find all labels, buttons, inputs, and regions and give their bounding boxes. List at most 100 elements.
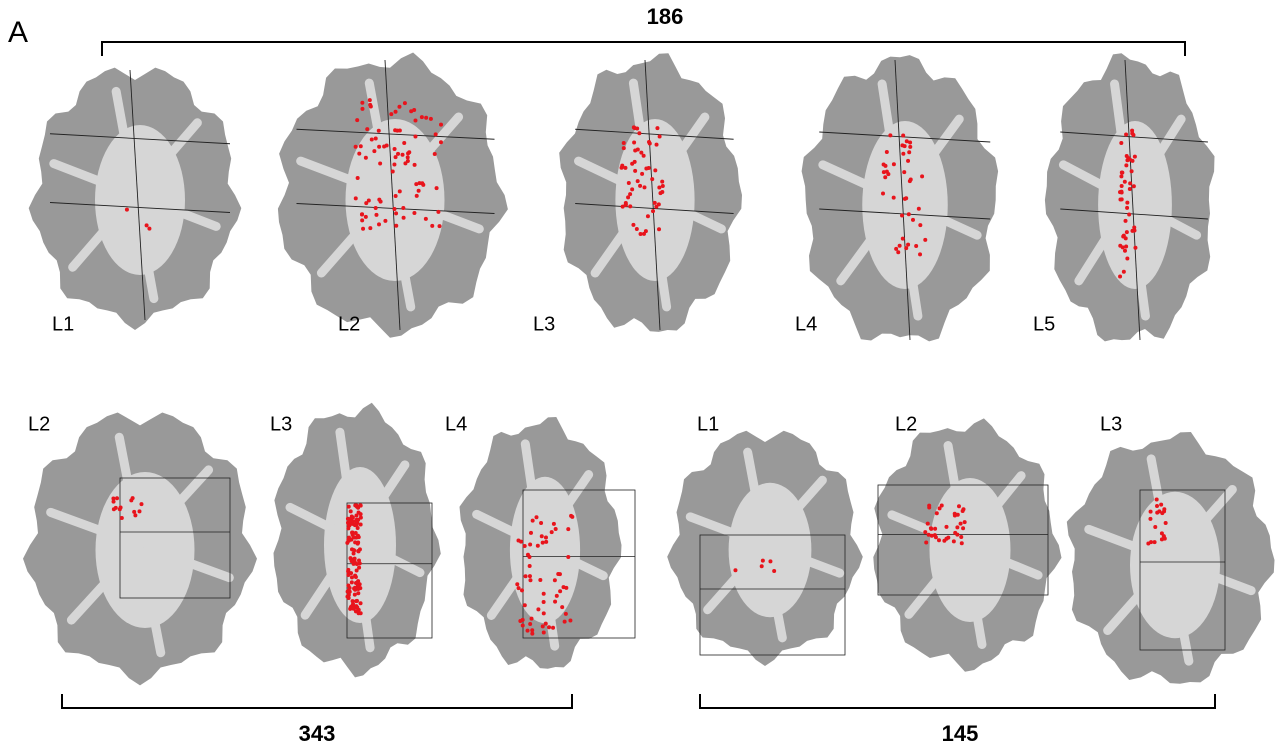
- site-dot: [359, 601, 363, 605]
- site-dot: [923, 238, 927, 242]
- site-dot: [429, 117, 433, 121]
- site-dot: [1164, 521, 1168, 525]
- site-dot: [906, 243, 910, 247]
- site-dot: [360, 101, 364, 105]
- site-dot: [361, 227, 365, 231]
- site-dot: [374, 136, 378, 140]
- slice-label: L2: [895, 413, 917, 435]
- site-dot: [553, 600, 557, 604]
- site-dot: [382, 144, 386, 148]
- site-dot: [355, 605, 359, 609]
- site-dot: [139, 502, 143, 506]
- site-dot: [1125, 206, 1129, 210]
- site-dot: [1153, 540, 1157, 544]
- site-dot: [528, 574, 532, 578]
- site-dot: [642, 154, 646, 158]
- slice-label: L4: [795, 313, 817, 335]
- site-dot: [523, 544, 527, 548]
- site-dot: [434, 132, 438, 136]
- site-dot: [352, 607, 356, 611]
- site-dot: [568, 618, 572, 622]
- site-dot: [357, 511, 361, 515]
- site-dot: [523, 603, 527, 607]
- site-dot: [377, 198, 381, 202]
- site-dot: [957, 504, 961, 508]
- site-dot: [393, 147, 397, 151]
- site-dot: [360, 213, 364, 217]
- site-dot: [927, 506, 931, 510]
- site-dot: [368, 226, 372, 230]
- site-dot: [1130, 169, 1134, 173]
- site-dot: [1153, 525, 1157, 529]
- site-dot: [1162, 509, 1166, 513]
- site-dot: [566, 555, 570, 559]
- page: {"panel_label": "A", "groups": [ {"count…: [0, 0, 1277, 749]
- site-dot: [934, 535, 938, 539]
- site-dot: [374, 213, 378, 217]
- site-dot: [125, 208, 129, 212]
- site-dot: [627, 181, 631, 185]
- site-dot: [637, 131, 641, 135]
- site-dot: [886, 172, 890, 176]
- site-dot: [401, 206, 405, 210]
- site-dot: [1125, 257, 1129, 261]
- site-dot: [402, 141, 406, 145]
- site-dot: [383, 219, 387, 223]
- site-dot: [911, 218, 915, 222]
- site-dot: [519, 540, 523, 544]
- site-dot: [892, 162, 896, 166]
- site-dot: [521, 618, 525, 622]
- site-dot: [544, 540, 548, 544]
- site-dot: [935, 511, 939, 515]
- site-dot: [359, 611, 363, 615]
- site-dot: [920, 174, 924, 178]
- site-dot: [436, 210, 440, 214]
- site-dot: [536, 607, 540, 611]
- site-dot: [628, 204, 632, 208]
- site-dot: [1124, 245, 1128, 249]
- site-dot: [1159, 503, 1163, 507]
- site-dot: [655, 126, 659, 130]
- slice-label: L4: [445, 413, 467, 435]
- site-dot: [378, 161, 382, 165]
- site-dot: [959, 522, 963, 526]
- figure: A L1L2L3L4L5L2L3L4L1L2L3 186343145: [0, 0, 1277, 749]
- site-dot: [364, 215, 368, 219]
- site-dot: [909, 177, 913, 181]
- site-dot: [520, 588, 524, 592]
- site-dot: [542, 631, 546, 635]
- slices: L1L2L3L4L5L2L3L4L1L2L3: [23, 53, 1275, 686]
- site-dot: [622, 146, 626, 150]
- site-dot: [640, 172, 644, 176]
- site-dot: [528, 622, 532, 626]
- site-dot: [901, 237, 905, 241]
- site-dot: [554, 527, 558, 531]
- site-dot: [349, 571, 353, 575]
- site-dot: [772, 569, 776, 573]
- site-dot: [623, 166, 627, 170]
- site-dot: [885, 150, 889, 154]
- site-dot: [937, 538, 941, 542]
- slice-label: L1: [697, 413, 719, 435]
- site-dot: [1121, 245, 1125, 249]
- site-dot: [417, 189, 421, 193]
- slice-label: L3: [270, 413, 292, 435]
- slice-label: L2: [28, 413, 50, 435]
- site-dot: [541, 624, 545, 628]
- site-dot: [364, 156, 368, 160]
- site-dot: [112, 507, 116, 511]
- site-dot: [631, 223, 635, 227]
- site-dot: [733, 568, 737, 572]
- site-dot: [354, 531, 358, 535]
- site-dot: [644, 229, 648, 233]
- site-dot: [566, 527, 570, 531]
- site-dot: [355, 562, 359, 566]
- site-dot: [560, 605, 564, 609]
- site-dot: [348, 556, 352, 560]
- site-dot: [394, 110, 398, 114]
- site-dot: [392, 162, 396, 166]
- bracket: [62, 694, 572, 708]
- site-dot: [944, 525, 948, 529]
- site-dot: [536, 544, 540, 548]
- site-dot: [528, 543, 532, 547]
